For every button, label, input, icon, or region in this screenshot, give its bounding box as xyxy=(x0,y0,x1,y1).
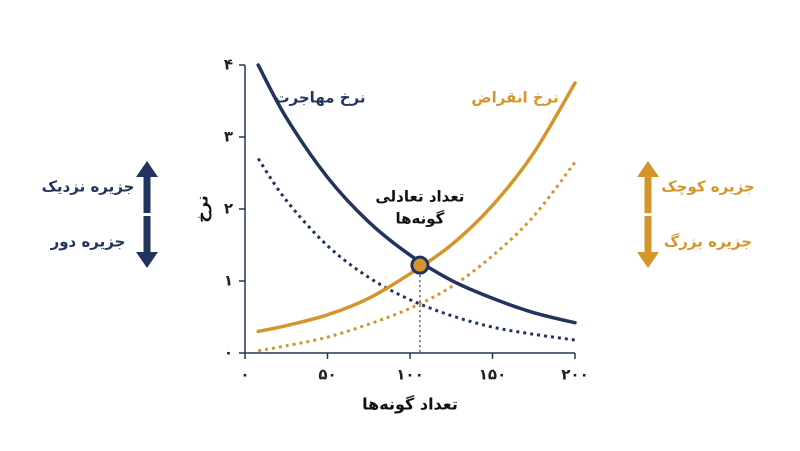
curve xyxy=(256,81,577,334)
curve xyxy=(256,63,577,325)
x-tick-label: ۵۰ xyxy=(318,366,336,384)
dotted-curve xyxy=(256,157,576,342)
x-tick-label: ۲۰۰ xyxy=(561,366,588,384)
side-label: جزیره نزدیک xyxy=(42,178,135,196)
side-label: جزیره کوچک xyxy=(661,178,754,197)
y-tick-label: ۲ xyxy=(224,200,233,218)
y-tick-label: ۴ xyxy=(224,56,233,74)
y-axis-title: نرخ xyxy=(193,195,212,223)
series-label: نرخ مهاجرت xyxy=(274,89,365,107)
y-tick-label: ۰ xyxy=(224,344,233,362)
equilibrium-point xyxy=(410,255,430,275)
side-arrow xyxy=(136,216,158,268)
x-tick-label: ۱۰۰ xyxy=(396,366,423,384)
side-arrow xyxy=(637,216,659,268)
x-axis-title: تعداد گونه‌ها xyxy=(362,395,458,414)
side-arrow xyxy=(637,161,659,213)
dotted-curve xyxy=(257,161,577,353)
side-label: جزیره بزرگ xyxy=(664,233,752,251)
y-tick-label: ۳ xyxy=(224,128,233,146)
side-arrow xyxy=(136,161,158,213)
equilibrium-label: گونه‌ها xyxy=(395,210,444,228)
x-tick-label: ۱۵۰ xyxy=(479,366,506,384)
y-tick-label: ۱ xyxy=(224,272,233,290)
x-tick-label: ۰ xyxy=(240,366,249,384)
equilibrium-label: تعداد تعادلی xyxy=(375,188,464,206)
series-label: نرخ انقراض xyxy=(471,89,558,107)
side-label: جزیره دور xyxy=(50,233,126,251)
